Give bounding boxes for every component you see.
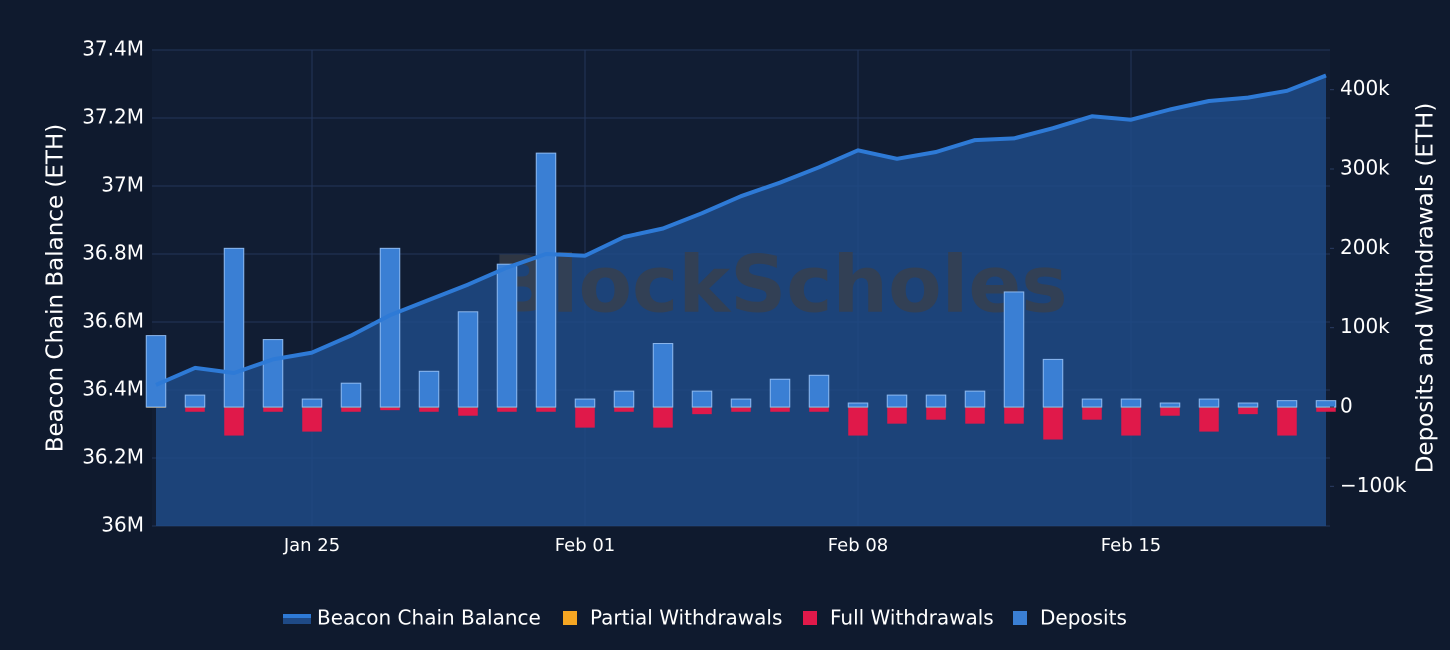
bar [574, 398, 596, 408]
x-tick-label: Feb 15 [1101, 535, 1162, 556]
bar [653, 407, 673, 428]
bar [614, 407, 634, 412]
y-tick-label: 37.2M [82, 105, 144, 129]
legend-swatch [1013, 611, 1027, 625]
bar [731, 407, 751, 412]
bar [926, 407, 946, 420]
bar [575, 407, 595, 428]
y-tick-label: 36.6M [82, 309, 144, 333]
bar [1042, 358, 1064, 408]
bar [1316, 407, 1336, 412]
bar [1276, 400, 1298, 408]
bar [1082, 407, 1102, 420]
line-area [156, 75, 1326, 526]
bar [535, 152, 557, 408]
bar [925, 394, 947, 408]
bar [224, 407, 244, 436]
bar [301, 398, 323, 408]
y2-tick-label: 0 [1340, 394, 1353, 418]
y-tick-label: 36.8M [82, 241, 144, 265]
bar [497, 407, 517, 412]
bar [496, 263, 518, 408]
legend-label: Deposits [1040, 606, 1127, 630]
y-tick-label: 36.2M [82, 445, 144, 469]
legend-label: Partial Withdrawals [590, 606, 782, 630]
bar [1081, 398, 1103, 408]
area-layer [156, 75, 1326, 526]
bar [965, 407, 985, 424]
y2-tick-label: 300k [1340, 156, 1390, 180]
bar [1121, 407, 1141, 436]
bar [223, 247, 245, 408]
y2-tick-label: 100k [1340, 314, 1390, 338]
y-axis-title: Beacon Chain Balance (ETH) [43, 124, 69, 453]
bar [1238, 407, 1258, 415]
legend: Beacon Chain Balance Partial Withdrawals F… [283, 606, 1127, 630]
bar [263, 407, 283, 412]
legend-swatch [563, 611, 577, 625]
bar [652, 343, 674, 408]
legend-swatch [803, 611, 817, 625]
legend-swatch-area [283, 618, 311, 624]
bar [340, 382, 362, 408]
bar [1198, 398, 1220, 408]
bar [1120, 398, 1142, 408]
bar [887, 407, 907, 424]
bar [1004, 407, 1024, 424]
y-tick-label: 36.4M [82, 377, 144, 401]
bar [691, 390, 713, 408]
bar [185, 407, 205, 412]
bar [418, 370, 440, 408]
legend-label: Full Withdrawals [830, 606, 994, 630]
bar-layer [145, 152, 1337, 440]
bar [145, 335, 167, 408]
bar [458, 407, 478, 416]
bar [848, 407, 868, 436]
bar [341, 407, 361, 412]
bar [1159, 402, 1181, 408]
axes: 36M 36.2M 36.4M 36.6M 36.8M 37M 37.2M 37.4M −100… [82, 37, 1407, 557]
legend-label: Beacon Chain Balance [317, 606, 541, 630]
x-tick-label: Jan 25 [283, 535, 340, 556]
bar [692, 407, 712, 415]
y2-axis-title: Deposits and Withdrawals (ETH) [1413, 103, 1439, 474]
bar [1237, 402, 1259, 408]
bar [770, 407, 790, 412]
bar [964, 390, 986, 408]
y-tick-label: 36M [101, 513, 144, 537]
y2-tick-label: −100k [1340, 473, 1407, 497]
bar [847, 402, 869, 408]
y2-tick-label: 400k [1340, 76, 1390, 100]
bar [184, 394, 206, 408]
y-tick-label: 37.4M [82, 37, 144, 61]
bar [1277, 407, 1297, 436]
bar [1199, 407, 1219, 432]
bar [809, 407, 829, 412]
bar [380, 407, 400, 411]
bar [613, 390, 635, 408]
bar [1315, 400, 1337, 408]
bar [419, 407, 439, 412]
bar [1043, 407, 1063, 440]
bar [808, 374, 830, 408]
y2-tick-label: 200k [1340, 235, 1390, 259]
x-tick-label: Feb 08 [828, 535, 889, 556]
x-tick-label: Feb 01 [555, 535, 616, 556]
bar [457, 311, 479, 408]
y-tick-label: 37M [101, 173, 144, 197]
line-layer [155, 73, 1327, 387]
bar [302, 407, 322, 432]
bar [769, 378, 791, 408]
bar [1160, 407, 1180, 416]
bar [379, 247, 401, 408]
bar [730, 398, 752, 408]
bar [1003, 291, 1025, 408]
bar [262, 339, 284, 408]
bar [886, 394, 908, 408]
bar [536, 407, 556, 412]
line [155, 73, 1327, 387]
